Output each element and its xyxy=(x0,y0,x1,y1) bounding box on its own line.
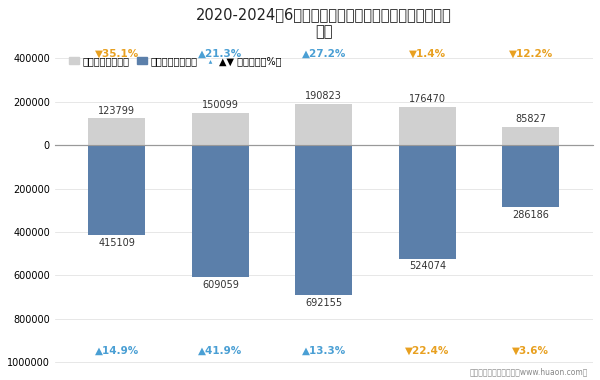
Text: 692155: 692155 xyxy=(305,298,343,308)
Bar xyxy=(88,145,145,235)
Text: ▲21.3%: ▲21.3% xyxy=(198,49,242,59)
Bar xyxy=(295,145,352,295)
Title: 2020-2024年6月甘肃省商品收发货人所在地进、出口额
统计: 2020-2024年6月甘肃省商品收发货人所在地进、出口额 统计 xyxy=(196,7,452,40)
Text: ▲41.9%: ▲41.9% xyxy=(198,346,242,356)
Text: ▼22.4%: ▼22.4% xyxy=(405,346,449,356)
Text: ▼3.6%: ▼3.6% xyxy=(512,346,550,356)
Text: ▼1.4%: ▼1.4% xyxy=(409,49,446,59)
Bar xyxy=(192,145,249,277)
Bar xyxy=(502,145,559,207)
Text: ▲27.2%: ▲27.2% xyxy=(302,49,346,59)
Text: ▼12.2%: ▼12.2% xyxy=(509,49,553,59)
Bar xyxy=(502,127,559,145)
Text: 123799: 123799 xyxy=(98,106,136,116)
Bar xyxy=(295,104,352,145)
Text: 150099: 150099 xyxy=(202,100,239,110)
Text: 524074: 524074 xyxy=(409,261,446,271)
Bar xyxy=(399,107,456,145)
Text: 286186: 286186 xyxy=(512,210,550,220)
Text: 176470: 176470 xyxy=(409,94,446,104)
Text: ▼35.1%: ▼35.1% xyxy=(95,49,139,59)
Text: 415109: 415109 xyxy=(98,238,135,248)
Bar xyxy=(192,112,249,145)
Text: ▲13.3%: ▲13.3% xyxy=(302,346,346,356)
Text: 190823: 190823 xyxy=(305,91,343,101)
Legend: 出口额（万美元）, 进口额（万美元）, ▲▼ 同比增长（%）: 出口额（万美元）, 进口额（万美元）, ▲▼ 同比增长（%） xyxy=(65,52,286,70)
Bar xyxy=(399,145,456,259)
Bar xyxy=(88,118,145,145)
Text: ▲14.9%: ▲14.9% xyxy=(95,346,139,356)
Text: 制图：华经产业研究院（www.huaon.com）: 制图：华经产业研究院（www.huaon.com） xyxy=(470,367,588,376)
Text: 609059: 609059 xyxy=(202,280,239,290)
Text: 85827: 85827 xyxy=(515,114,547,124)
